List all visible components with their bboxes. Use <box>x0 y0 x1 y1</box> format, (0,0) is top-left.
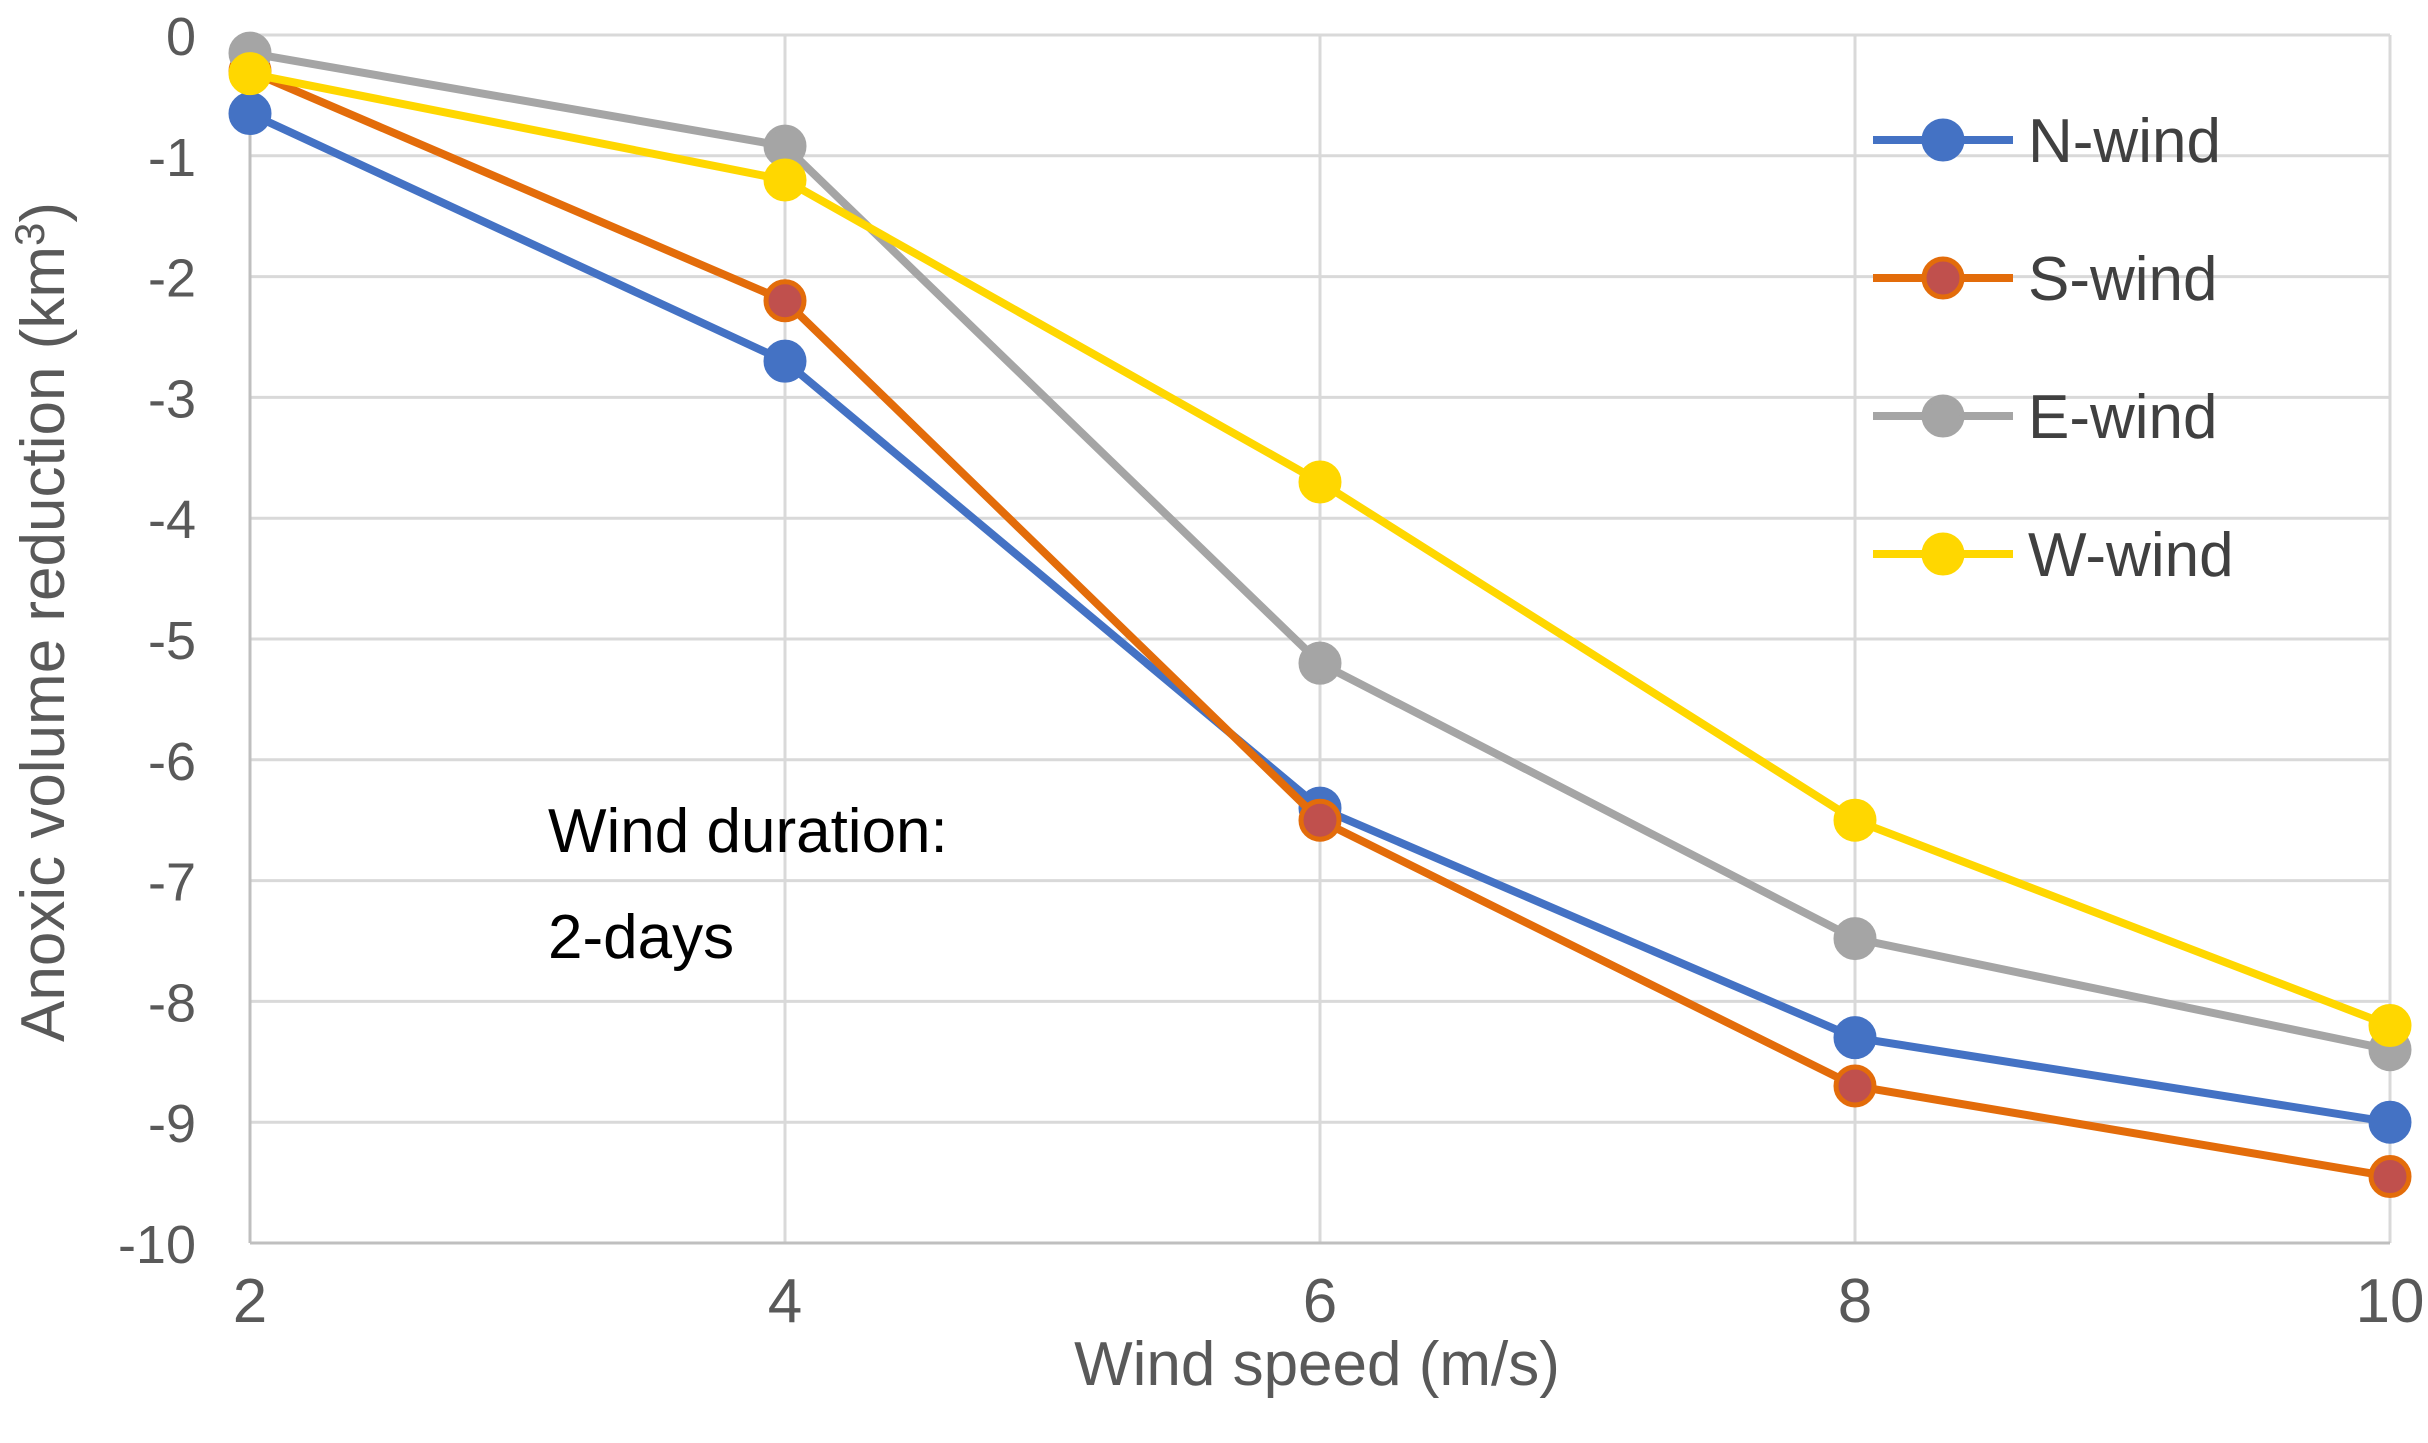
x-tick-label: 10 <box>2356 1267 2425 1336</box>
y-tick-label: 0 <box>166 7 196 67</box>
data-point-e-wind <box>1298 641 1342 685</box>
y-tick-label: -4 <box>148 490 196 550</box>
data-point-w-wind <box>1298 460 1342 504</box>
x-tick-label: 6 <box>1303 1267 1337 1336</box>
data-point-s-wind <box>2368 1155 2412 1199</box>
x-tick-label: 2 <box>233 1267 267 1336</box>
data-point-w-wind <box>228 52 272 96</box>
annotation-line-1: Wind duration: <box>548 797 948 866</box>
y-tick-label: -1 <box>148 128 196 188</box>
legend-swatch-marker <box>1921 532 1965 576</box>
y-tick-label: -9 <box>148 1094 196 1154</box>
data-point-w-wind <box>2368 1004 2412 1048</box>
y-tick-label: -5 <box>148 611 196 671</box>
series <box>228 31 2412 1199</box>
legend-item-n-wind: N-wind <box>1873 107 2221 176</box>
x-axis-title: Wind speed (m/s) <box>1074 1330 1560 1399</box>
legend-item-s-wind: S-wind <box>1873 245 2218 314</box>
data-point-s-wind <box>1298 798 1342 842</box>
legend-label: E-wind <box>2028 383 2218 452</box>
legend-swatch-marker <box>1921 394 1965 438</box>
x-tick-label: 8 <box>1838 1267 1872 1336</box>
y-tick-label: -2 <box>148 249 196 309</box>
data-point-n-wind <box>763 339 807 383</box>
legend-label: W-wind <box>2028 521 2234 590</box>
y-axis-title-close: ) <box>9 202 78 223</box>
gridlines <box>250 33 2392 1243</box>
legend-item-e-wind: E-wind <box>1873 383 2218 452</box>
legend-item-w-wind: W-wind <box>1873 521 2234 590</box>
y-axis-title-main: Anoxic volume reduction (km <box>9 246 78 1042</box>
y-tick-label: -3 <box>148 369 196 429</box>
legend-swatch-marker <box>1921 256 1965 300</box>
series-w-wind <box>228 52 2412 1048</box>
data-point-s-wind <box>763 279 807 323</box>
y-tick-label: -10 <box>118 1215 196 1275</box>
legend: N-wind S-wind E-wind W-wind <box>1873 107 2234 590</box>
y-axis-title: Anoxic volume reduction (km3) <box>6 202 78 1042</box>
annotation-line-2: 2-days <box>548 903 734 972</box>
x-tick-label: 4 <box>768 1267 802 1336</box>
data-point-w-wind <box>1833 798 1877 842</box>
data-point-n-wind <box>228 92 272 136</box>
data-point-e-wind <box>1833 917 1877 961</box>
legend-label: S-wind <box>2028 245 2218 314</box>
axes: 0 -1 -2 -3 -4 -5 -6 -7 -8 -9 -10 2 4 6 8 10 <box>118 7 2425 1336</box>
legend-label: N-wind <box>2028 107 2221 176</box>
y-tick-label: -7 <box>148 853 196 913</box>
data-point-n-wind <box>1833 1016 1877 1060</box>
data-point-w-wind <box>763 158 807 202</box>
y-tick-label: -8 <box>148 973 196 1033</box>
data-point-n-wind <box>2368 1100 2412 1144</box>
y-tick-label: -6 <box>148 732 196 792</box>
legend-swatch-marker <box>1921 118 1965 162</box>
data-point-s-wind <box>1833 1064 1877 1108</box>
y-axis-title-sup: 3 <box>6 223 53 246</box>
